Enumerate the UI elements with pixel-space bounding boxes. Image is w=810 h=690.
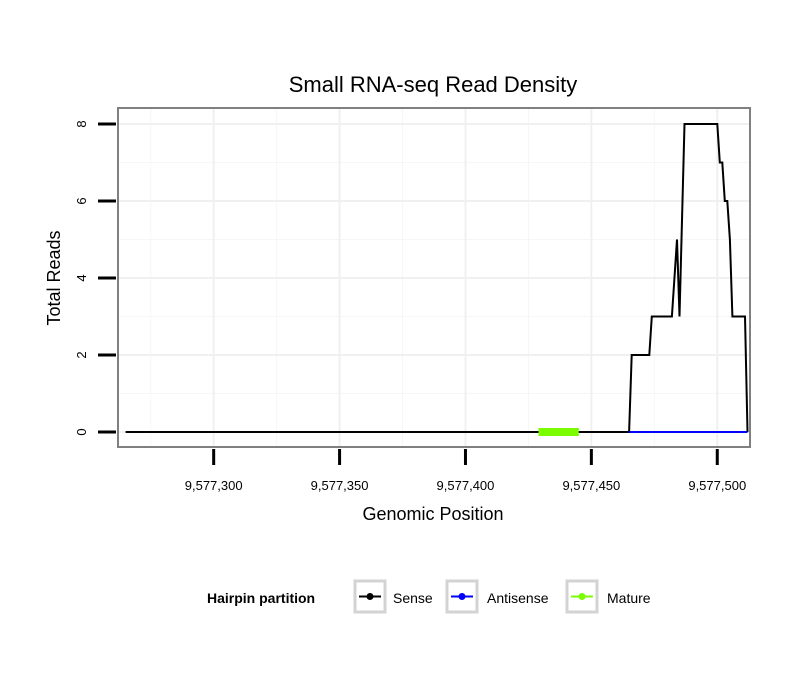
- legend-label-antisense: Antisense: [487, 590, 549, 606]
- x-tick-label: 9,577,300: [185, 478, 243, 493]
- legend-key-dot: [578, 593, 586, 600]
- chart-title: Small RNA-seq Read Density: [289, 72, 578, 97]
- series-line-sense: [125, 123, 749, 433]
- y-tick-label: 4: [74, 274, 89, 281]
- legend-label-mature: Mature: [607, 590, 651, 606]
- legend-key-dot: [458, 593, 466, 600]
- plot-border: [117, 107, 751, 448]
- y-tick-label: 6: [74, 197, 89, 204]
- y-tick-label: 8: [74, 120, 89, 127]
- x-axis: 9,577,300 9,577,350 9,577,400 9,577,450 9,57…: [185, 449, 746, 493]
- legend: Hairpin partition Sense Antisense Mature: [207, 579, 651, 614]
- y-tick-label: 0: [74, 428, 89, 435]
- series: [125, 123, 749, 436]
- legend-key-dot: [366, 593, 374, 600]
- x-axis-label: Genomic Position: [362, 504, 503, 524]
- y-axis: 0 2 4 6 8: [74, 120, 116, 436]
- x-tick-label: 9,577,350: [311, 478, 369, 493]
- x-tick-label: 9,577,500: [688, 478, 746, 493]
- y-tick-label: 2: [74, 351, 89, 358]
- y-axis-label: Total Reads: [44, 230, 64, 325]
- legend-label-sense: Sense: [393, 590, 433, 606]
- legend-title: Hairpin partition: [207, 590, 315, 606]
- x-tick-label: 9,577,450: [562, 478, 620, 493]
- x-tick-label: 9,577,400: [437, 478, 495, 493]
